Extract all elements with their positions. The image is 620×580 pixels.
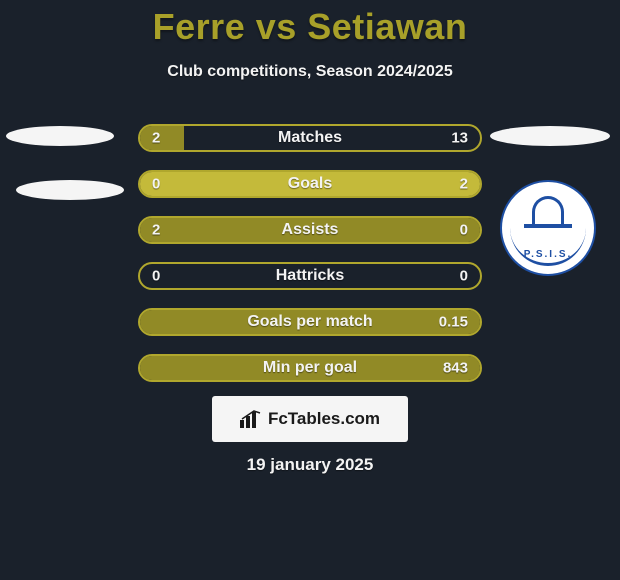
player-left-ellipse-mid — [16, 180, 124, 200]
stat-bar: 0.15Goals per match — [138, 308, 482, 336]
branding-text: FcTables.com — [268, 409, 380, 429]
stat-bar: 20Assists — [138, 216, 482, 244]
stat-label: Goals per match — [140, 313, 480, 331]
stat-label: Assists — [140, 221, 480, 239]
player-left-ellipse-top — [6, 126, 114, 146]
date-text: 19 january 2025 — [0, 455, 620, 475]
stat-label: Hattricks — [140, 267, 480, 285]
stat-label: Goals — [140, 175, 480, 193]
stat-bar: 843Min per goal — [138, 354, 482, 382]
branding-link[interactable]: FcTables.com — [212, 396, 408, 442]
club-logo: P.S.I.S. — [500, 180, 596, 276]
club-logo-text: P.S.I.S. — [524, 249, 573, 260]
stat-label: Matches — [140, 129, 480, 147]
page-title: Ferre vs Setiawan — [0, 6, 620, 48]
subtitle: Club competitions, Season 2024/2025 — [0, 63, 620, 81]
stat-bar: 213Matches — [138, 124, 482, 152]
stats-bars: 213Matches 02Goals 20Assists 00Hattricks 0.1… — [138, 124, 482, 400]
branding-chart-icon — [240, 410, 262, 428]
stat-label: Min per goal — [140, 359, 480, 377]
stat-bar: 00Hattricks — [138, 262, 482, 290]
stat-bar: 02Goals — [138, 170, 482, 198]
player-right-ellipse-top — [490, 126, 610, 146]
